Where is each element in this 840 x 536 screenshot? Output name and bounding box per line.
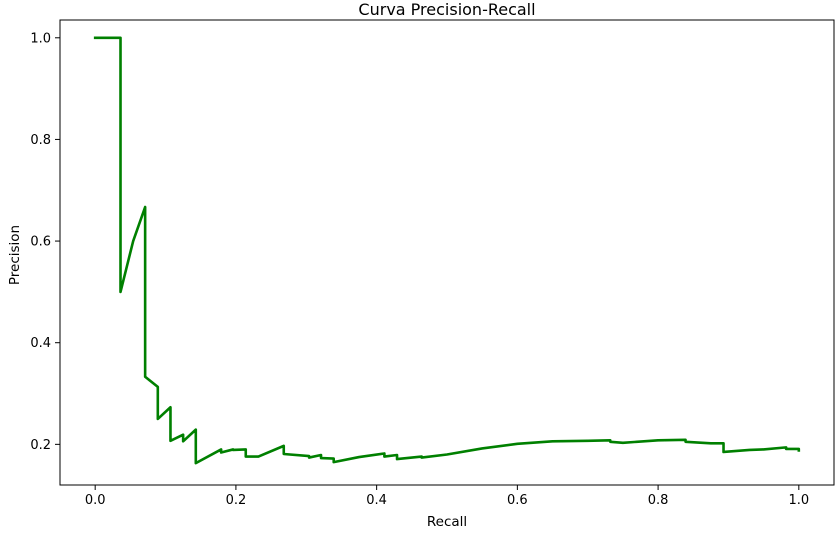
x-tick-label-4: 0.6	[507, 493, 528, 508]
x-tick-label-6: 1.0	[788, 493, 809, 508]
y-tick-label-2: 0.4	[30, 336, 51, 351]
x-tick-label-5: 0.8	[648, 493, 669, 508]
chart-title: Curva Precision-Recall	[358, 0, 535, 19]
y-tick-label-4: 0.8	[30, 133, 51, 148]
axes-frame	[59, 19, 835, 486]
y-tick-label-1: 0.2	[30, 438, 51, 453]
x-axis-label: Recall	[427, 514, 467, 530]
y-axis-label: Precision	[7, 225, 23, 285]
y-tick-label-5: 1.0	[30, 31, 51, 46]
x-tick-label-1: 0.0	[85, 493, 106, 508]
x-tick-label-2: 0.2	[226, 493, 247, 508]
series-line-1	[93, 36, 801, 465]
plot-area	[60, 20, 834, 485]
y-tick-label-3: 0.6	[30, 235, 51, 250]
x-tick-label-3: 0.4	[366, 493, 387, 508]
